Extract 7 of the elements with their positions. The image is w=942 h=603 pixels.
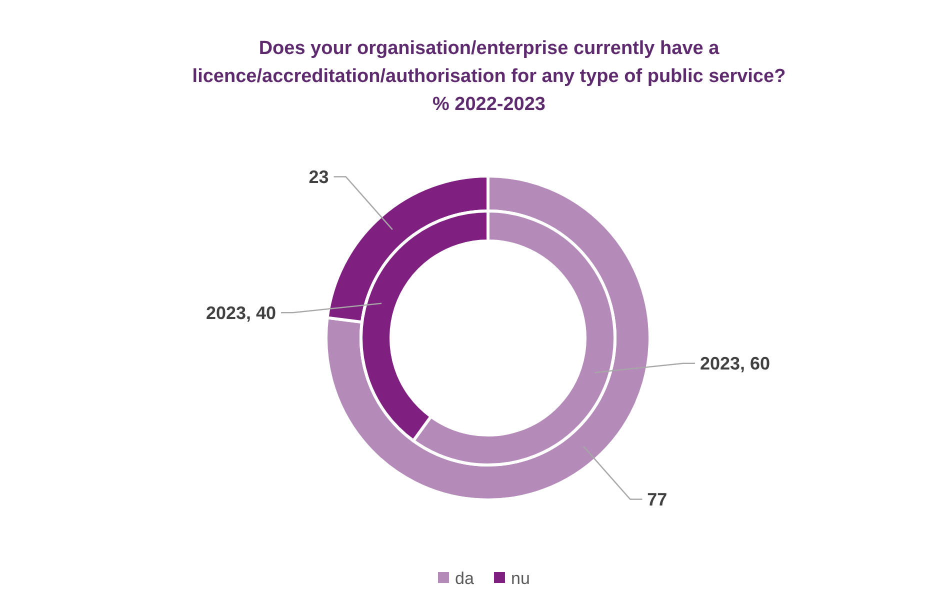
legend-label: nu [511, 568, 530, 588]
legend-label: da [455, 568, 474, 588]
data-label: 77 [647, 490, 668, 510]
data-label: 2023, 60 [700, 354, 770, 374]
data-label: 23 [308, 167, 329, 188]
chart-title: Does your organisation/enterprise currently have a licence/accreditation/authorisation for any type of public service? % 2022-2023 [192, 38, 786, 115]
data-label: 2023, 40 [206, 302, 276, 323]
